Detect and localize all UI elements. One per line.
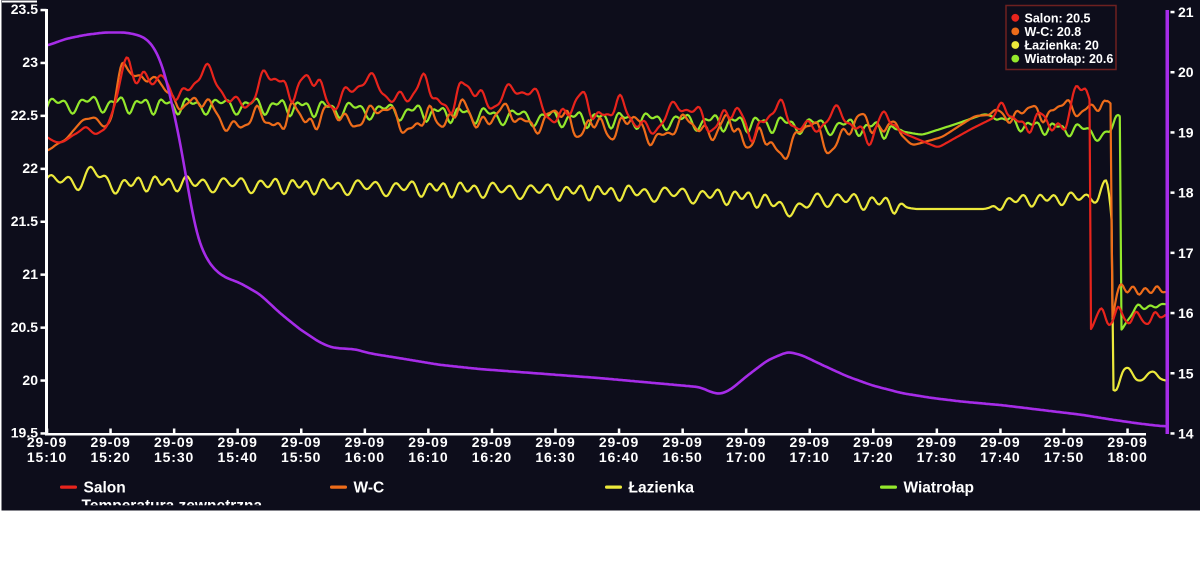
- svg-text:18: 18: [1178, 185, 1194, 201]
- svg-text:17:40: 17:40: [980, 449, 1020, 465]
- svg-text:29-09: 29-09: [472, 434, 512, 450]
- svg-text:22: 22: [22, 160, 38, 176]
- svg-text:16: 16: [1178, 305, 1194, 321]
- svg-text:16:30: 16:30: [535, 449, 575, 465]
- svg-text:Łazienka: 20: Łazienka: 20: [1025, 39, 1099, 53]
- svg-text:Temperatura zewnętrzna: Temperatura zewnętrzna: [82, 498, 263, 515]
- svg-text:16:10: 16:10: [408, 449, 448, 465]
- svg-text:17:00: 17:00: [726, 449, 766, 465]
- svg-text:15:20: 15:20: [90, 449, 130, 465]
- svg-text:29-09: 29-09: [790, 434, 830, 450]
- svg-text:29-09: 29-09: [917, 434, 957, 450]
- svg-text:29-09: 29-09: [726, 434, 766, 450]
- svg-text:29-09: 29-09: [980, 434, 1020, 450]
- svg-text:23.5: 23.5: [11, 1, 38, 17]
- svg-text:29-09: 29-09: [662, 434, 702, 450]
- svg-text:29-09: 29-09: [408, 434, 448, 450]
- svg-text:15: 15: [1178, 365, 1194, 381]
- svg-text:29-09: 29-09: [345, 434, 385, 450]
- svg-text:22.5: 22.5: [11, 107, 38, 123]
- svg-text:29-09: 29-09: [1107, 434, 1147, 450]
- svg-text:29-09: 29-09: [154, 434, 194, 450]
- svg-text:16:40: 16:40: [599, 449, 639, 465]
- svg-text:18:00: 18:00: [1107, 449, 1147, 465]
- svg-text:Salon: Salon: [84, 480, 126, 497]
- svg-text:17:10: 17:10: [790, 449, 830, 465]
- svg-text:Wiatrołap: Wiatrołap: [904, 480, 974, 497]
- svg-text:Salon: 20.5: Salon: 20.5: [1025, 11, 1091, 25]
- svg-text:29-09: 29-09: [218, 434, 258, 450]
- svg-text:Wiatrołap: 20.6: Wiatrołap: 20.6: [1025, 52, 1114, 66]
- svg-text:17:20: 17:20: [853, 449, 893, 465]
- svg-text:20.5: 20.5: [11, 319, 38, 335]
- svg-text:21: 21: [22, 266, 38, 282]
- svg-text:23: 23: [22, 54, 38, 70]
- svg-text:29-09: 29-09: [1044, 434, 1084, 450]
- svg-text:21.5: 21.5: [11, 213, 38, 229]
- svg-text:29-09: 29-09: [535, 434, 575, 450]
- svg-text:17:50: 17:50: [1044, 449, 1084, 465]
- svg-text:15:50: 15:50: [281, 449, 321, 465]
- svg-text:15:40: 15:40: [218, 449, 258, 465]
- svg-text:19.5: 19.5: [11, 425, 38, 441]
- svg-text:14: 14: [1178, 426, 1194, 442]
- svg-text:19: 19: [1178, 124, 1194, 140]
- svg-text:W-C: W-C: [354, 480, 385, 497]
- svg-text:15:10: 15:10: [27, 449, 67, 465]
- svg-text:21: 21: [1178, 4, 1194, 20]
- svg-text:16:50: 16:50: [662, 449, 702, 465]
- svg-text:29-09: 29-09: [853, 434, 893, 450]
- svg-text:29-09: 29-09: [90, 434, 130, 450]
- svg-text:15:30: 15:30: [154, 449, 194, 465]
- svg-text:16:20: 16:20: [472, 449, 512, 465]
- svg-text:Łazienka: Łazienka: [629, 480, 695, 497]
- svg-text:29-09: 29-09: [27, 434, 67, 450]
- svg-text:17:30: 17:30: [917, 449, 957, 465]
- svg-text:29-09: 29-09: [281, 434, 321, 450]
- svg-text:20: 20: [1178, 64, 1194, 80]
- svg-text:29-09: 29-09: [599, 434, 639, 450]
- svg-text:20: 20: [22, 372, 38, 388]
- svg-text:16:00: 16:00: [345, 449, 385, 465]
- svg-text:W-C: 20.8: W-C: 20.8: [1025, 25, 1082, 39]
- svg-text:17: 17: [1178, 245, 1194, 261]
